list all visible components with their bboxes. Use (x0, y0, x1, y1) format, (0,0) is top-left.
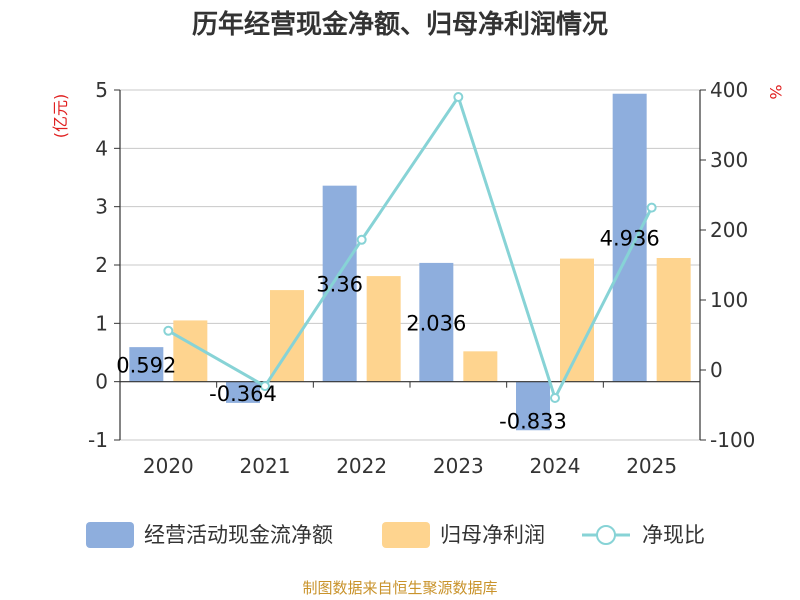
legend-swatch-cash (86, 522, 134, 548)
cash-data-label: -0.364 (209, 382, 277, 406)
category-label: 2022 (336, 454, 387, 478)
left-tick-label: 5 (95, 78, 108, 102)
ratio-point (646, 202, 657, 213)
ratio-line (163, 92, 657, 403)
right-axis-unit: % (766, 84, 785, 99)
cash-data-label: 2.036 (406, 311, 466, 335)
category-label: 2020 (143, 454, 194, 478)
legend-label-ratio: 净现比 (642, 523, 705, 547)
category-label: 2021 (240, 454, 291, 478)
ratio-point (260, 381, 270, 392)
bar-cash-flow (516, 381, 550, 431)
ratio-point (550, 393, 560, 403)
left-tick-label: 4 (95, 136, 108, 160)
left-tick-label: 2 (95, 253, 108, 277)
bars (129, 93, 691, 431)
cash-data-label: 3.36 (316, 273, 363, 297)
right-tick-label: 100 (710, 288, 748, 312)
category-label: 2024 (530, 454, 581, 478)
ratio-point (453, 92, 464, 102)
source-note: 制图数据来自恒生聚源数据库 (302, 579, 497, 597)
right-tick-label: 0 (710, 358, 723, 382)
legend: 经营活动现金流净额 归母净利润 净现比 (86, 522, 705, 548)
bar-net-profit (366, 276, 401, 382)
bar-cash-flow (419, 262, 454, 382)
chart-title: 历年经营现金净额、归母净利润情况 (192, 9, 608, 40)
right-tick-label: -100 (710, 428, 755, 452)
right-tick-label: 200 (710, 218, 748, 242)
bar-net-profit (463, 351, 498, 382)
ratio-point (356, 234, 367, 245)
right-tick-label: 400 (710, 78, 748, 102)
bar-cash-flow (322, 185, 357, 382)
bar-net-profit (656, 258, 691, 382)
legend-swatch-profit (382, 522, 430, 548)
bar-cash-flow (129, 347, 164, 382)
right-tick-label: 300 (710, 148, 748, 172)
bar-cash-flow (612, 93, 647, 382)
legend-label-cash: 经营活动现金流净额 (144, 523, 333, 547)
left-tick-label: 1 (95, 311, 108, 335)
left-tick-label: 0 (95, 370, 108, 394)
left-tick-label: 3 (95, 195, 108, 219)
category-label: 2025 (626, 454, 677, 478)
category-label: 2023 (433, 454, 484, 478)
cash-data-label: 0.592 (116, 353, 176, 377)
ratio-point (163, 325, 174, 336)
data-labels: 0.592 -0.364 3.36 2.036 -0.833 4.936 (116, 227, 659, 434)
legend-label-profit: 归母净利润 (440, 523, 545, 547)
legend-marker-ratio (596, 525, 616, 545)
left-axis-unit: (亿元) (51, 94, 70, 139)
bar-cash-flow (226, 381, 260, 403)
cash-data-label: -0.833 (499, 409, 567, 433)
axes: -1 0 1 2 3 4 5 -100 0 100 200 300 400 2020 2021 2022 202… (88, 78, 755, 478)
ratio-polyline (167, 93, 654, 402)
bar-net-profit (560, 258, 594, 382)
cash-data-label: 4.936 (600, 227, 660, 251)
left-tick-label: -1 (88, 428, 108, 452)
